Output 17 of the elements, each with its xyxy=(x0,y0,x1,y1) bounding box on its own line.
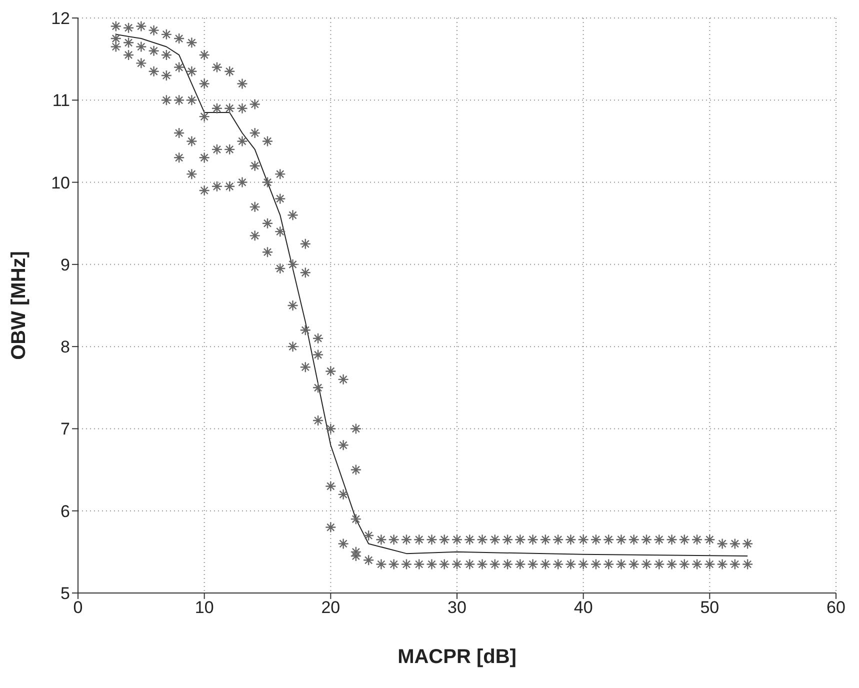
x-tick-label: 0 xyxy=(73,598,83,618)
x-tick-label: 30 xyxy=(448,598,466,618)
x-tick-label: 20 xyxy=(321,598,340,618)
y-tick-label: 10 xyxy=(51,173,70,192)
y-tick-label: 12 xyxy=(51,9,70,28)
x-tick-label: 60 xyxy=(826,598,846,618)
y-tick-label: 6 xyxy=(60,502,70,521)
x-tick-label: 10 xyxy=(194,598,214,618)
y-tick-label: 7 xyxy=(60,420,70,439)
x-tick-label: 50 xyxy=(700,598,720,618)
x-axis-title: MACPR [dB] xyxy=(398,646,516,668)
x-tick-label: 40 xyxy=(574,598,593,618)
y-axis-title: OBW [MHz] xyxy=(8,251,30,360)
y-tick-label: 8 xyxy=(60,338,70,357)
y-tick-label: 9 xyxy=(60,255,70,274)
y-tick-label: 11 xyxy=(52,91,70,110)
y-tick-label: 5 xyxy=(60,584,70,604)
